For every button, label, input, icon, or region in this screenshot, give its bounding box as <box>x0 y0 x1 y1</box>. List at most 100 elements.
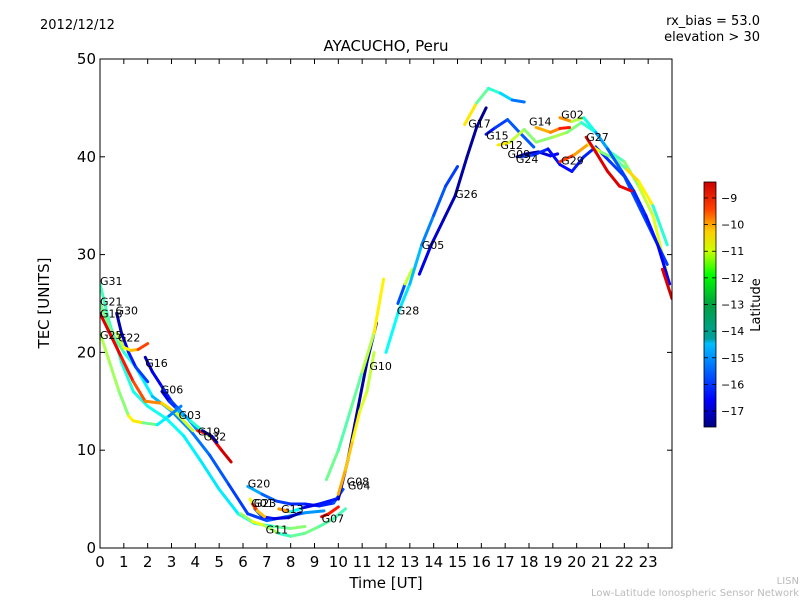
satellite-label: G06 <box>161 384 184 397</box>
track-segment <box>625 168 641 183</box>
track-segment <box>134 365 150 384</box>
rx-bias-label: rx_bias = 53.0 <box>666 14 760 29</box>
track-segment <box>110 331 126 354</box>
satellite-label: G05 <box>422 239 445 252</box>
track-segment <box>255 509 266 519</box>
track-segment <box>660 267 669 286</box>
track-segment <box>558 163 574 173</box>
elevation-label: elevation > 30 <box>664 30 760 45</box>
track-segment <box>656 243 672 286</box>
track-segment <box>496 140 512 147</box>
satellite-track-g25 <box>100 331 183 427</box>
track-segment <box>355 360 369 413</box>
x-tick-label: 19 <box>543 553 562 571</box>
track-segment <box>189 429 212 457</box>
params-box: rx_bias = 53.0 elevation > 30 <box>664 14 760 46</box>
colorbar-tick-label: −15 <box>721 352 744 365</box>
satellite-label: G32 <box>204 431 227 444</box>
satellite-label: G16 <box>145 357 168 370</box>
track-segment <box>117 390 131 418</box>
satellite-label: G25 <box>100 329 123 342</box>
track-segment <box>651 204 669 247</box>
satellite-labels: G31G21G18G30G25G22G16G06G03G19G32G20G01G… <box>100 109 609 537</box>
track-segment <box>365 350 376 394</box>
track-segment <box>637 184 655 217</box>
track-segment <box>262 524 281 535</box>
colorbar-tick-label: −10 <box>721 219 744 232</box>
satellite-label: G02 <box>561 109 584 122</box>
satellite-track-g26 <box>417 106 488 276</box>
colorbar-tick-label: −12 <box>721 272 744 285</box>
track-segment <box>551 130 569 139</box>
track-segment <box>274 499 293 506</box>
satellite-label: G11 <box>266 523 289 536</box>
track-segment <box>127 350 138 369</box>
track-segment <box>570 155 586 173</box>
track-segment <box>384 311 400 354</box>
x-tick-label: 6 <box>238 553 248 571</box>
track-segment <box>570 116 586 124</box>
track-segment <box>272 524 293 530</box>
satellite-track-g27 <box>584 135 633 193</box>
x-tick-label: 17 <box>496 553 515 571</box>
track-segment <box>260 492 278 503</box>
track-segment <box>613 157 629 172</box>
track-segment <box>558 153 576 164</box>
satellite-label: G18 <box>100 307 123 320</box>
x-tick-label: 22 <box>615 553 634 571</box>
y-tick-label: 20 <box>77 343 96 361</box>
track-segment <box>606 169 622 188</box>
satellite-label: G17 <box>468 118 491 131</box>
track-segment <box>146 404 169 421</box>
x-axis-label: Time [UT] <box>349 574 423 592</box>
colorbar-tick-label: −9 <box>721 192 737 205</box>
track-segment <box>644 213 660 247</box>
track-segment <box>548 126 562 134</box>
y-tick-label: 10 <box>77 441 96 459</box>
track-segment <box>289 506 305 514</box>
x-tick-label: 14 <box>424 553 443 571</box>
track-segment <box>465 125 479 159</box>
track-segment <box>506 118 521 134</box>
satellite-label: G22 <box>118 332 141 345</box>
satellite-track-g22 <box>115 331 150 352</box>
satellite-label: G23 <box>254 497 277 510</box>
track-segment <box>246 512 269 523</box>
track-segment <box>475 86 490 105</box>
date-label: 2012/12/12 <box>40 18 115 33</box>
x-tick-label: 5 <box>214 553 224 571</box>
track-segment <box>498 91 514 102</box>
colorbar-tick-label: −13 <box>721 299 744 312</box>
track-segment <box>565 121 583 134</box>
track-segment <box>100 331 112 364</box>
track-segment <box>358 390 369 413</box>
track-segment <box>141 421 159 427</box>
track-segment <box>227 482 250 516</box>
track-segment <box>167 399 178 410</box>
track-segment <box>115 331 126 350</box>
track-segment <box>417 243 433 276</box>
x-tick-label: 10 <box>329 553 348 571</box>
x-tick-label: 15 <box>448 553 467 571</box>
track-segment <box>453 155 469 198</box>
track-segment <box>170 409 193 433</box>
track-segment <box>210 435 219 444</box>
track-segment <box>606 147 624 173</box>
track-segment <box>336 468 347 496</box>
colorbar-tick-label: −14 <box>721 325 744 338</box>
track-segment <box>534 125 552 134</box>
track-segment <box>160 390 171 403</box>
track-segment <box>336 409 352 452</box>
track-segment <box>618 184 633 193</box>
track-segment <box>317 501 336 508</box>
satellite-label: G12 <box>500 139 523 152</box>
satellite-track-g13 <box>277 497 338 514</box>
satellite-label: G14 <box>529 116 552 129</box>
track-segment <box>343 438 355 472</box>
track-segment <box>558 125 572 130</box>
track-segment <box>584 135 598 154</box>
satellite-label: G19 <box>198 426 221 439</box>
x-tick-label: 11 <box>353 553 372 571</box>
track-segment <box>198 458 221 491</box>
